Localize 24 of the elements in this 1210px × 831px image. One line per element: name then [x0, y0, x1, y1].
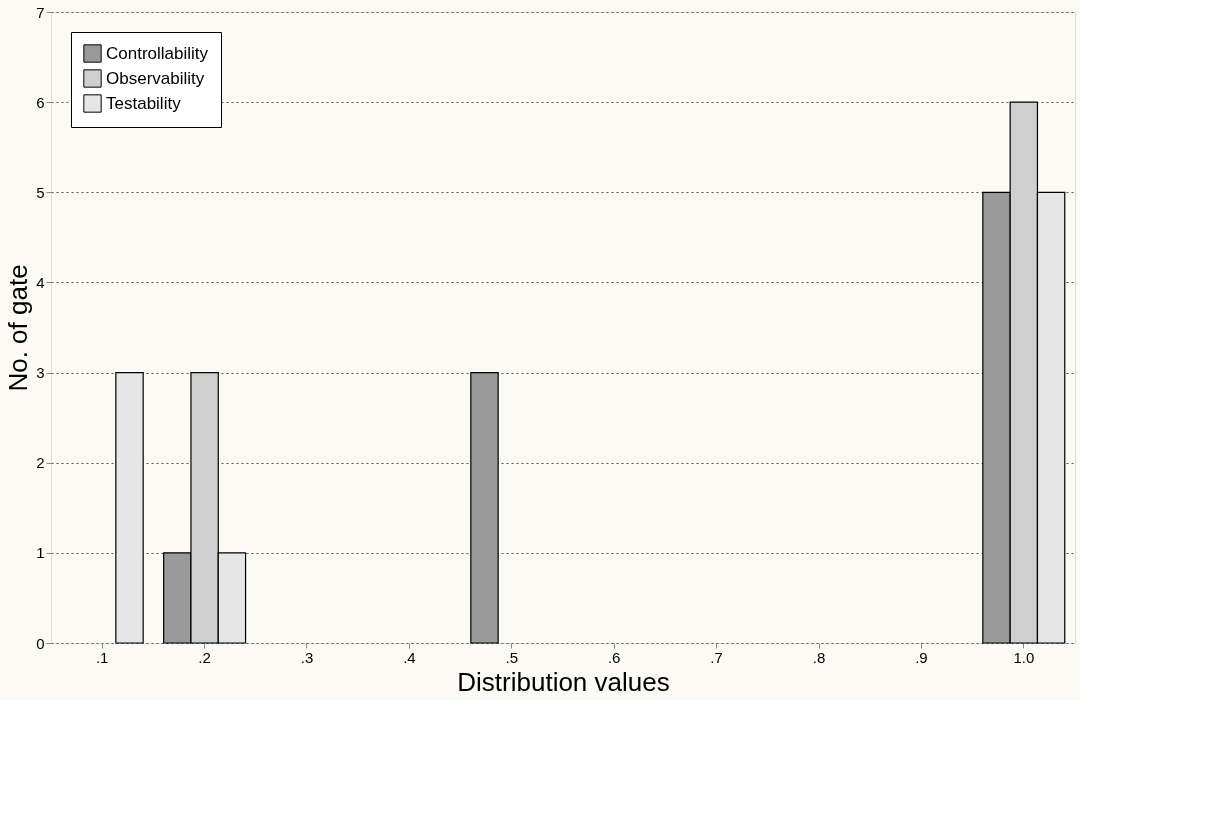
legend-label: Testability	[106, 93, 182, 113]
y-tick-label: 4	[36, 273, 45, 291]
x-axis-title: Distribution values	[457, 666, 670, 697]
y-tick-label: 2	[36, 454, 45, 472]
y-axis-title: No. of gate	[3, 264, 34, 392]
x-tick-label: .9	[915, 648, 928, 666]
x-tick-label: .7	[710, 648, 723, 666]
y-tick-label: 5	[36, 183, 45, 201]
legend-label: Observability	[106, 68, 205, 88]
y-tick-label: 1	[36, 544, 45, 562]
x-tick-label: .5	[505, 648, 519, 666]
y-tick-label: 6	[36, 93, 45, 111]
y-tick-label: 7	[36, 3, 45, 21]
x-tick-label: .4	[403, 648, 416, 666]
x-tick-label: .1	[95, 648, 109, 666]
x-tick-label: 1.0	[1013, 648, 1035, 666]
x-tick-label: .6	[607, 648, 621, 666]
x-tick-label: .3	[300, 648, 314, 666]
y-tick-label: 3	[36, 364, 45, 382]
y-tick-label: 0	[36, 634, 45, 652]
x-tick-label: .2	[198, 648, 211, 666]
bar	[470, 371, 499, 644]
legend-label: Controllability	[106, 43, 209, 63]
x-tick-label: .8	[812, 648, 826, 666]
